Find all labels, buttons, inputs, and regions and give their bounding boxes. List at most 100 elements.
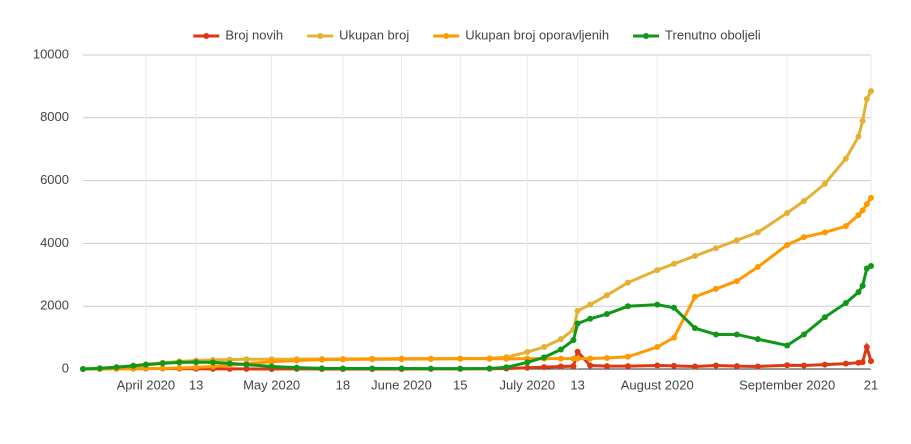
data-point	[318, 356, 325, 363]
data-point	[859, 359, 866, 366]
legend-marker	[643, 33, 650, 39]
legend: Broj novih Ukupan broj Ukupan broj oporavl…	[193, 27, 761, 42]
legend-item: Ukupan broj	[307, 27, 409, 42]
data-point	[691, 325, 698, 332]
data-point	[712, 362, 719, 369]
data-point	[570, 355, 577, 362]
x-tick-label: 21	[864, 377, 878, 392]
data-point	[587, 315, 594, 322]
data-point	[193, 359, 200, 366]
data-point	[339, 365, 346, 372]
data-point	[733, 331, 740, 338]
data-point	[624, 363, 631, 370]
data-point	[754, 336, 761, 343]
legend-label: Ukupan broj oporavljenih	[465, 27, 609, 42]
data-point	[671, 362, 677, 369]
data-point	[624, 279, 631, 286]
data-point	[398, 365, 405, 372]
data-point	[859, 207, 866, 214]
data-point	[113, 364, 120, 371]
data-point	[130, 362, 137, 369]
data-point	[863, 344, 870, 351]
data-point	[863, 95, 870, 102]
data-point	[369, 356, 376, 363]
data-point	[603, 292, 610, 299]
y-tick-label: 2000	[40, 298, 69, 313]
data-point	[784, 241, 791, 248]
data-point	[524, 364, 531, 371]
x-tick-label: July 2020	[499, 377, 555, 392]
data-point	[557, 336, 564, 343]
data-point	[427, 365, 434, 372]
data-point	[671, 304, 677, 311]
legend-marker	[203, 33, 210, 39]
data-point	[557, 363, 564, 370]
data-point	[868, 358, 874, 365]
data-point	[821, 180, 828, 187]
data-point	[800, 234, 807, 241]
legend-marker	[443, 33, 450, 39]
data-point	[541, 344, 548, 351]
data-point	[226, 360, 233, 367]
y-tick-label: 10000	[33, 46, 69, 61]
data-point	[557, 355, 564, 362]
data-point	[654, 301, 661, 308]
x-tick-label: April 2020	[117, 377, 176, 392]
legend-label: Trenutno oboljeli	[665, 27, 761, 42]
data-point	[654, 267, 661, 274]
x-tick-label: 13	[189, 377, 203, 392]
data-point	[574, 355, 581, 362]
data-point	[570, 363, 577, 370]
data-point	[754, 363, 761, 370]
data-point	[541, 364, 548, 371]
data-point	[868, 88, 874, 95]
data-point	[712, 285, 719, 292]
data-point	[243, 365, 250, 372]
data-point	[842, 155, 849, 162]
data-point	[821, 314, 828, 321]
data-point	[712, 331, 719, 338]
data-point	[159, 365, 166, 372]
data-point	[574, 307, 581, 314]
data-point	[784, 209, 791, 216]
data-point	[486, 355, 493, 362]
data-point	[603, 363, 610, 370]
data-point	[318, 365, 325, 372]
data-point	[293, 357, 300, 364]
data-point	[268, 363, 275, 370]
data-point	[96, 365, 103, 372]
data-point	[863, 201, 870, 208]
data-point	[339, 356, 346, 363]
data-point	[209, 359, 216, 366]
data-point	[80, 366, 86, 372]
data-point	[243, 361, 250, 368]
data-point	[800, 198, 807, 205]
data-point	[268, 358, 275, 365]
x-tick-label: 15	[453, 377, 467, 392]
legend-label: Ukupan broj	[339, 27, 409, 42]
legend-item: Ukupan broj oporavljenih	[433, 27, 609, 42]
data-point	[427, 355, 434, 362]
data-point	[587, 362, 594, 369]
data-point	[859, 117, 866, 124]
data-point	[574, 348, 581, 355]
data-point	[859, 282, 866, 289]
data-point	[524, 359, 531, 366]
data-point	[574, 320, 581, 327]
legend-marker	[317, 33, 324, 39]
y-tick-label: 8000	[40, 109, 69, 124]
data-point	[691, 293, 698, 300]
data-point	[784, 362, 791, 369]
data-point	[654, 344, 661, 351]
data-point	[733, 237, 740, 244]
x-tick-label: 13	[570, 377, 584, 392]
data-point	[603, 355, 610, 362]
data-point	[557, 346, 564, 353]
data-point	[842, 360, 849, 367]
data-point	[800, 331, 807, 338]
data-point	[754, 229, 761, 236]
data-point	[503, 355, 510, 362]
data-point	[587, 355, 594, 362]
data-point	[570, 337, 577, 344]
data-point	[821, 361, 828, 368]
